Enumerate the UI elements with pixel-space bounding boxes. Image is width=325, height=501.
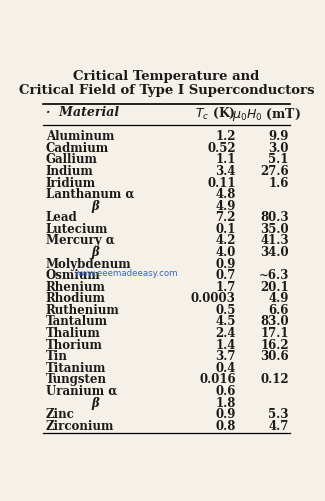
- Text: 4.9: 4.9: [268, 293, 289, 305]
- Text: 1.4: 1.4: [215, 339, 236, 352]
- Text: 1.8: 1.8: [215, 396, 236, 409]
- Text: 3.7: 3.7: [215, 350, 236, 363]
- Text: 0.9: 0.9: [215, 258, 236, 271]
- Text: ·  Material: · Material: [46, 106, 119, 119]
- Text: Osmium: Osmium: [46, 269, 100, 282]
- Text: 0.11: 0.11: [207, 177, 236, 189]
- Text: Uranium α: Uranium α: [46, 385, 117, 398]
- Text: β: β: [91, 396, 99, 409]
- Text: 6.6: 6.6: [268, 304, 289, 317]
- Text: Zinc: Zinc: [46, 408, 74, 421]
- Text: 80.3: 80.3: [260, 211, 289, 224]
- Text: 0.12: 0.12: [260, 373, 289, 386]
- Text: 1.1: 1.1: [215, 153, 236, 166]
- Text: Cadmium: Cadmium: [46, 142, 109, 155]
- Text: 9.9: 9.9: [268, 130, 289, 143]
- Text: 34.0: 34.0: [260, 246, 289, 259]
- Text: 4.2: 4.2: [215, 234, 236, 247]
- Text: 1.2: 1.2: [215, 130, 236, 143]
- Text: 4.9: 4.9: [215, 200, 236, 213]
- Text: 3.4: 3.4: [215, 165, 236, 178]
- Text: 30.6: 30.6: [260, 350, 289, 363]
- Text: 4.7: 4.7: [268, 420, 289, 433]
- Text: 0.9: 0.9: [215, 408, 236, 421]
- Text: Gallium: Gallium: [46, 153, 98, 166]
- Text: Thalium: Thalium: [46, 327, 100, 340]
- Text: Indium: Indium: [46, 165, 93, 178]
- Text: 0.0003: 0.0003: [191, 293, 236, 305]
- Text: 0.4: 0.4: [215, 362, 236, 375]
- Text: 3.0: 3.0: [268, 142, 289, 155]
- Text: 0.1: 0.1: [215, 223, 236, 236]
- Text: Critical Temperature and: Critical Temperature and: [73, 70, 260, 83]
- Text: 5.3: 5.3: [268, 408, 289, 421]
- Text: 0.7: 0.7: [215, 269, 236, 282]
- Text: Aluminum: Aluminum: [46, 130, 114, 143]
- Text: 5.1: 5.1: [268, 153, 289, 166]
- Text: 1.6: 1.6: [268, 177, 289, 189]
- Text: Lanthanum α: Lanthanum α: [46, 188, 134, 201]
- Text: 35.0: 35.0: [260, 223, 289, 236]
- Text: 20.1: 20.1: [260, 281, 289, 294]
- Text: β: β: [91, 246, 99, 259]
- Text: ~6.3: ~6.3: [258, 269, 289, 282]
- Text: β: β: [91, 200, 99, 213]
- Text: 4.5: 4.5: [215, 316, 236, 329]
- Text: Tungsten: Tungsten: [46, 373, 107, 386]
- Text: Rhenium: Rhenium: [46, 281, 106, 294]
- Text: Critical Field of Type I Superconductors: Critical Field of Type I Superconductors: [19, 85, 314, 97]
- Text: 7.2: 7.2: [215, 211, 236, 224]
- Text: Lutecium: Lutecium: [46, 223, 108, 236]
- Text: 16.2: 16.2: [260, 339, 289, 352]
- Text: 0.52: 0.52: [207, 142, 236, 155]
- Text: 2.4: 2.4: [215, 327, 236, 340]
- Text: 83.0: 83.0: [260, 316, 289, 329]
- Text: 27.6: 27.6: [260, 165, 289, 178]
- Text: www.eeemadeeasy.com: www.eeemadeeasy.com: [75, 269, 178, 278]
- Text: Iridium: Iridium: [46, 177, 96, 189]
- Text: $\mu_0 H_0$ (mT): $\mu_0 H_0$ (mT): [232, 106, 301, 123]
- Text: Tin: Tin: [46, 350, 68, 363]
- Text: 17.1: 17.1: [260, 327, 289, 340]
- Text: 4.8: 4.8: [215, 188, 236, 201]
- Text: Ruthenium: Ruthenium: [46, 304, 119, 317]
- Text: Zirconium: Zirconium: [46, 420, 114, 433]
- Text: Thorium: Thorium: [46, 339, 103, 352]
- Text: Lead: Lead: [46, 211, 77, 224]
- Text: 0.8: 0.8: [215, 420, 236, 433]
- Text: Molybdenum: Molybdenum: [46, 258, 131, 271]
- Text: 41.3: 41.3: [260, 234, 289, 247]
- Text: $\mathit{T}_c$ (K): $\mathit{T}_c$ (K): [195, 106, 236, 121]
- Text: Rhodium: Rhodium: [46, 293, 106, 305]
- Text: 0.016: 0.016: [199, 373, 236, 386]
- Text: 0.5: 0.5: [215, 304, 236, 317]
- Text: 0.6: 0.6: [215, 385, 236, 398]
- Text: 4.0: 4.0: [215, 246, 236, 259]
- Text: Mercury α: Mercury α: [46, 234, 114, 247]
- Text: 1.7: 1.7: [215, 281, 236, 294]
- Text: Tantalum: Tantalum: [46, 316, 108, 329]
- Text: Titanium: Titanium: [46, 362, 106, 375]
